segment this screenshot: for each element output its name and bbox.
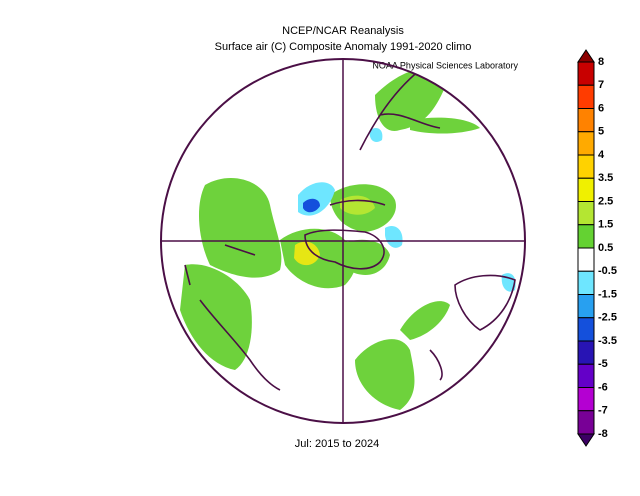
- colorbar-label: 7: [598, 79, 604, 91]
- colorbar-box: [577, 317, 595, 342]
- coastlines: [184, 69, 516, 391]
- colorbar-label: 8: [598, 56, 604, 68]
- colorbar-box: [577, 387, 595, 412]
- coastline: [454, 274, 516, 331]
- colorbar-label: 1.5: [598, 219, 613, 231]
- title: NCEP/NCAR Reanalysis: [282, 25, 404, 37]
- anomaly-area: [294, 241, 320, 266]
- colorbar-label: -8: [598, 428, 608, 440]
- colorbar-box: [577, 201, 595, 226]
- colorbar-label: -7: [598, 405, 608, 417]
- date-range: Jul: 2015 to 2024: [295, 438, 379, 450]
- colorbar-end: [577, 49, 595, 63]
- anomaly-area: [400, 301, 450, 340]
- coastline: [429, 349, 443, 381]
- coastline: [304, 229, 385, 270]
- colorbar-label: 4: [598, 149, 605, 161]
- anomaly-area: [355, 339, 415, 410]
- colorbar-label: -1.5: [598, 288, 617, 300]
- colorbar-box: [577, 61, 595, 86]
- colorbar-box: [577, 363, 595, 388]
- colorbar-box: [577, 340, 595, 365]
- anomaly-area: [198, 177, 282, 278]
- anomaly-fields: [180, 67, 480, 410]
- colorbar-box: [577, 84, 595, 109]
- anomaly-area: [375, 67, 450, 131]
- anomaly-area: [410, 117, 480, 134]
- colorbar-label: -3.5: [598, 335, 617, 347]
- anomaly-area: [340, 239, 390, 275]
- map-boundary: [160, 58, 526, 424]
- colorbar-label: 0.5: [598, 242, 613, 254]
- colorbar-box: [577, 224, 595, 249]
- colorbar-box: [577, 247, 595, 272]
- colorbar-box: [577, 108, 595, 133]
- colorbar-label: 3.5: [598, 172, 613, 184]
- colorbar-label: -0.5: [598, 265, 617, 277]
- colorbar-label: -5: [598, 358, 608, 370]
- colorbar-box: [577, 294, 595, 319]
- colorbar-end: [577, 433, 595, 447]
- colorbar: 8 7 6 5 4 3.5 2.5 1.5 0.5 -0.5 -1.5 -2.5 -3.5 -5 -6 -7 -…: [577, 49, 617, 447]
- subtitle: Surface air (C) Composite Anomaly 1991-2…: [215, 41, 472, 53]
- colorbar-label: 2.5: [598, 195, 613, 207]
- colorbar-box: [577, 270, 595, 295]
- map-area: [180, 67, 516, 410]
- anomaly-area: [180, 264, 252, 370]
- anomaly-area: [303, 198, 320, 213]
- coastline: [329, 199, 386, 206]
- colorbar-label: -2.5: [598, 312, 617, 324]
- colorbar-box: [577, 154, 595, 179]
- colorbar-label: 6: [598, 102, 604, 114]
- coastline: [199, 299, 281, 391]
- anomaly-area: [369, 128, 383, 142]
- anomaly-area: [298, 182, 335, 216]
- coastline: [184, 244, 256, 286]
- colorbar-box: [577, 131, 595, 156]
- coastline: [359, 69, 441, 151]
- credit: NOAA Physical Sciences Laboratory: [372, 60, 518, 70]
- colorbar-label: 5: [598, 126, 604, 138]
- colorbar-box: [577, 177, 595, 202]
- anomaly-area: [385, 225, 403, 248]
- anomaly-highlights: [294, 128, 516, 292]
- colorbar-label: -6: [598, 381, 608, 393]
- colorbar-box: [577, 410, 595, 435]
